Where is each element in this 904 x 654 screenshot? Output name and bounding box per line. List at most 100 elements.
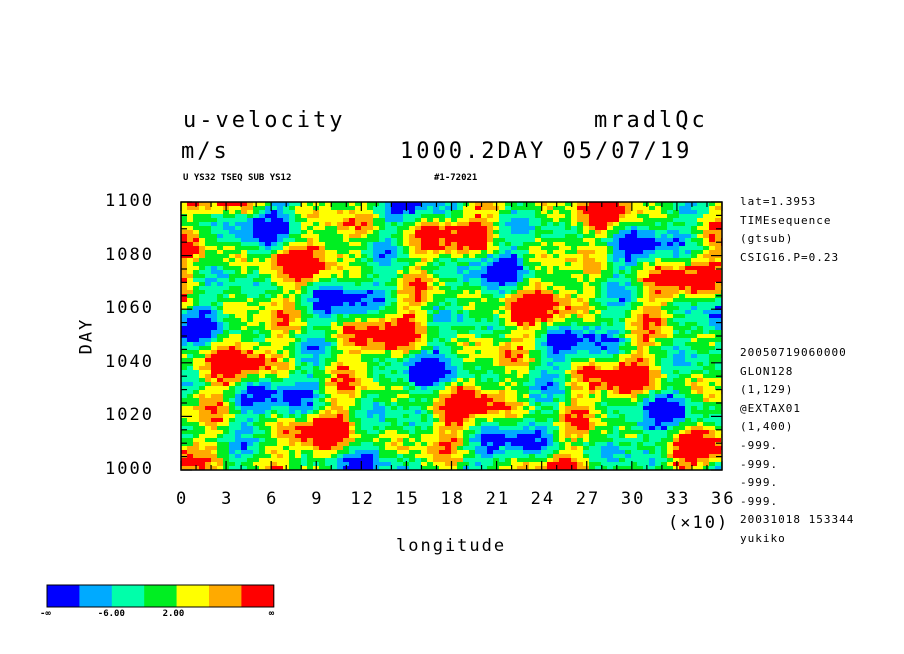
field-cell <box>235 278 241 282</box>
field-cell <box>313 374 319 378</box>
field-cell <box>655 250 661 254</box>
field-cell <box>511 362 517 366</box>
field-cell <box>583 258 589 262</box>
field-cell <box>463 234 469 238</box>
field-cell <box>319 390 325 394</box>
field-cell <box>307 206 313 210</box>
field-cell <box>349 390 355 394</box>
field-cell <box>673 290 679 294</box>
field-cell <box>715 314 721 318</box>
field-cell <box>415 306 421 310</box>
field-cell <box>559 382 565 386</box>
field-cell <box>415 258 421 262</box>
field-cell <box>637 286 643 290</box>
field-cell <box>373 226 379 230</box>
field-cell <box>691 382 697 386</box>
field-cell <box>559 238 565 242</box>
field-cell <box>361 306 367 310</box>
field-cell <box>541 370 547 374</box>
field-cell <box>451 326 457 330</box>
field-cell <box>661 406 667 410</box>
field-cell <box>535 322 541 326</box>
field-cell <box>691 402 697 406</box>
field-cell <box>613 318 619 322</box>
field-cell <box>523 358 529 362</box>
field-cell <box>607 206 613 210</box>
field-cell <box>691 218 697 222</box>
field-cell <box>571 322 577 326</box>
field-cell <box>301 206 307 210</box>
field-cell <box>409 354 415 358</box>
field-cell <box>499 418 505 422</box>
field-cell <box>289 242 295 246</box>
field-cell <box>703 262 709 266</box>
field-cell <box>541 258 547 262</box>
field-cell <box>679 330 685 334</box>
field-cell <box>613 294 619 298</box>
field-cell <box>415 366 421 370</box>
field-cell <box>403 370 409 374</box>
field-cell <box>187 206 193 210</box>
field-cell <box>595 246 601 250</box>
field-cell <box>517 294 523 298</box>
field-cell <box>619 254 625 258</box>
field-cell <box>499 290 505 294</box>
field-cell <box>391 402 397 406</box>
field-cell <box>493 362 499 366</box>
field-cell <box>679 350 685 354</box>
field-cell <box>625 390 631 394</box>
field-cell <box>703 282 709 286</box>
field-cell <box>547 334 553 338</box>
field-cell <box>403 366 409 370</box>
field-cell <box>643 302 649 306</box>
field-cell <box>181 274 187 278</box>
field-cell <box>577 274 583 278</box>
field-cell <box>451 278 457 282</box>
field-cell <box>313 218 319 222</box>
field-cell <box>241 290 247 294</box>
field-cell <box>295 234 301 238</box>
field-cell <box>241 350 247 354</box>
field-cell <box>613 258 619 262</box>
field-cell <box>673 370 679 374</box>
field-cell <box>397 382 403 386</box>
field-cell <box>559 342 565 346</box>
field-cell <box>295 286 301 290</box>
field-cell <box>307 342 313 346</box>
field-cell <box>325 406 331 410</box>
field-cell <box>649 342 655 346</box>
field-cell <box>199 258 205 262</box>
field-cell <box>499 278 505 282</box>
field-cell <box>607 366 613 370</box>
field-cell <box>463 210 469 214</box>
field-cell <box>265 374 271 378</box>
field-cell <box>679 258 685 262</box>
field-cell <box>235 310 241 314</box>
field-cell <box>523 210 529 214</box>
field-cell <box>547 342 553 346</box>
field-cell <box>481 330 487 334</box>
field-cell <box>283 214 289 218</box>
field-cell <box>421 302 427 306</box>
field-cell <box>241 378 247 382</box>
field-cell <box>583 262 589 266</box>
field-cell <box>325 362 331 366</box>
field-cell <box>235 254 241 258</box>
field-cell <box>409 270 415 274</box>
field-cell <box>331 334 337 338</box>
field-cell <box>235 290 241 294</box>
field-cell <box>661 326 667 330</box>
field-cell <box>487 342 493 346</box>
field-cell <box>385 214 391 218</box>
field-cell <box>559 378 565 382</box>
field-cell <box>451 414 457 418</box>
field-cell <box>217 374 223 378</box>
field-cell <box>661 302 667 306</box>
field-cell <box>565 406 571 410</box>
field-cell <box>229 218 235 222</box>
field-cell <box>259 366 265 370</box>
field-cell <box>655 322 661 326</box>
field-cell <box>229 386 235 390</box>
field-cell <box>385 406 391 410</box>
field-cell <box>679 378 685 382</box>
